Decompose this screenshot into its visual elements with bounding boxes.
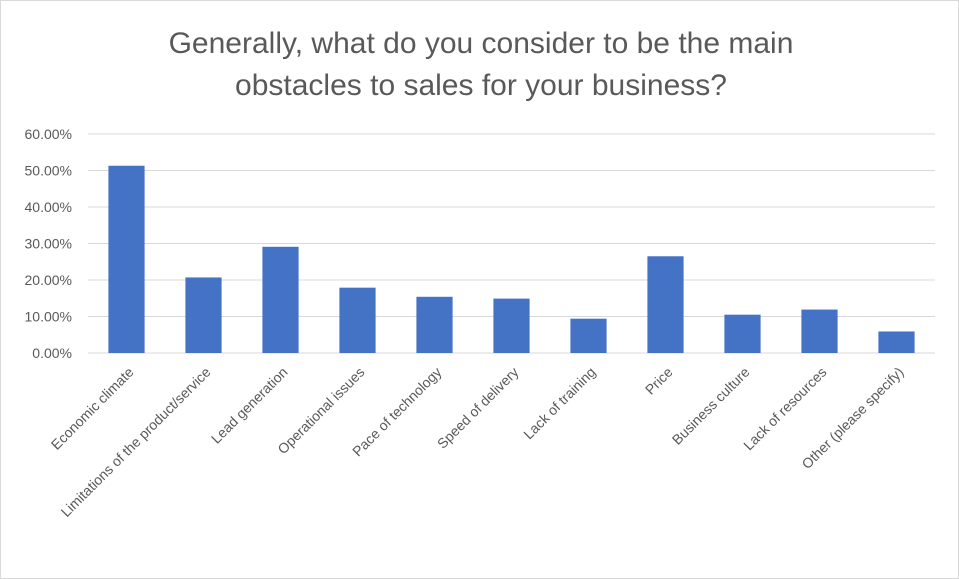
x-category-label: Economic climate bbox=[48, 364, 137, 453]
y-tick-label: 0.00% bbox=[32, 345, 72, 361]
x-category-label: Business culture bbox=[669, 364, 753, 448]
chart-title-line-2: obstacles to sales for your business? bbox=[235, 69, 727, 102]
x-category-label: Limitations of the product/service bbox=[58, 364, 214, 520]
y-tick-label: 50.00% bbox=[25, 163, 72, 179]
y-tick-label: 40.00% bbox=[25, 199, 72, 215]
bar bbox=[647, 256, 684, 353]
bar bbox=[108, 165, 145, 353]
y-tick-label: 10.00% bbox=[25, 309, 72, 325]
y-tick-label: 20.00% bbox=[25, 272, 72, 288]
x-category-label: Price bbox=[642, 364, 676, 398]
x-category-label: Lead generation bbox=[208, 364, 291, 447]
x-category-label: Lack of resources bbox=[740, 364, 829, 453]
y-tick-label: 30.00% bbox=[25, 236, 72, 252]
x-category-label: Speed of delivery bbox=[434, 364, 522, 452]
chart-title: Generally, what do you consider to be th… bbox=[81, 23, 881, 107]
chart-title-line-1: Generally, what do you consider to be th… bbox=[168, 27, 794, 60]
bar bbox=[339, 287, 376, 353]
bar bbox=[416, 296, 453, 353]
x-category-label: Lack of training bbox=[520, 364, 598, 442]
bar bbox=[185, 277, 222, 353]
y-tick-label: 60.00% bbox=[25, 126, 72, 142]
bar bbox=[878, 331, 915, 353]
bar bbox=[570, 318, 607, 353]
bar bbox=[493, 298, 530, 353]
bar bbox=[262, 246, 299, 353]
bar bbox=[801, 309, 838, 353]
bar bbox=[724, 314, 761, 353]
